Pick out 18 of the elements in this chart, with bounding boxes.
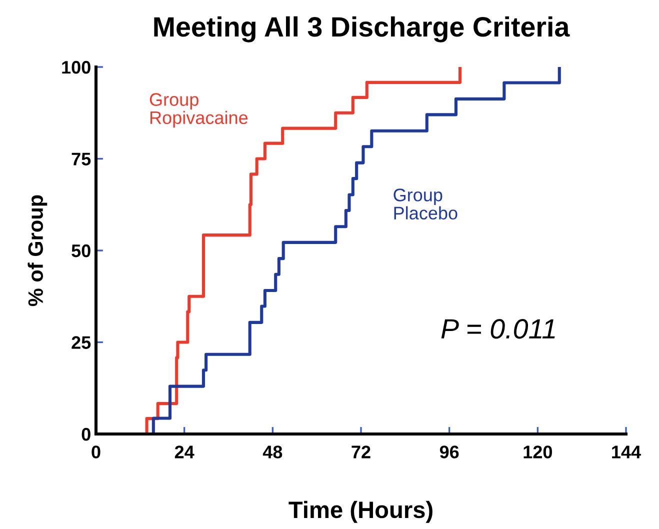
x-tick-label: 48 xyxy=(262,446,282,458)
x-tick-label: 120 xyxy=(524,446,552,458)
y-axis-title: % of Group xyxy=(28,195,48,306)
y-tick-label: 25 xyxy=(72,336,91,349)
y-tick-label: 50 xyxy=(72,244,90,258)
y-tick-label: 0 xyxy=(82,428,90,441)
chart-title: Meeting All 3 Discharge Criteria xyxy=(154,16,570,42)
y-tick-label: 75 xyxy=(72,152,91,166)
series-label: Group Ropivacaine xyxy=(150,93,248,128)
x-tick-label: 24 xyxy=(174,446,194,458)
x-tick-label: 0 xyxy=(92,446,100,458)
y-tick-label: 100 xyxy=(62,60,90,74)
x-tick-label: 144 xyxy=(612,446,641,458)
annotation: P = 0.011 xyxy=(441,319,555,339)
x-tick-label: 72 xyxy=(352,446,370,458)
text: Group Placebo xyxy=(394,188,458,220)
x-tick-label: 96 xyxy=(440,446,459,458)
x-axis-title: Time (Hours) xyxy=(288,500,432,523)
